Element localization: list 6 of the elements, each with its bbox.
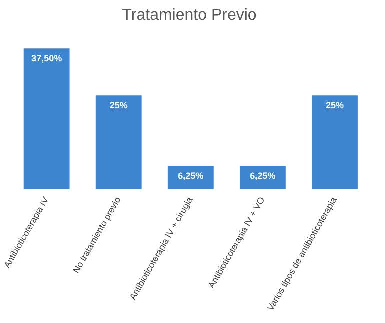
data-label: 6,25% xyxy=(250,171,276,182)
data-label: 25% xyxy=(110,100,128,111)
chart-title: Tratamiento Previo xyxy=(122,7,257,24)
data-label: 37,50% xyxy=(32,54,62,64)
data-label: 6,25% xyxy=(178,171,204,182)
data-label: 25% xyxy=(326,100,344,111)
